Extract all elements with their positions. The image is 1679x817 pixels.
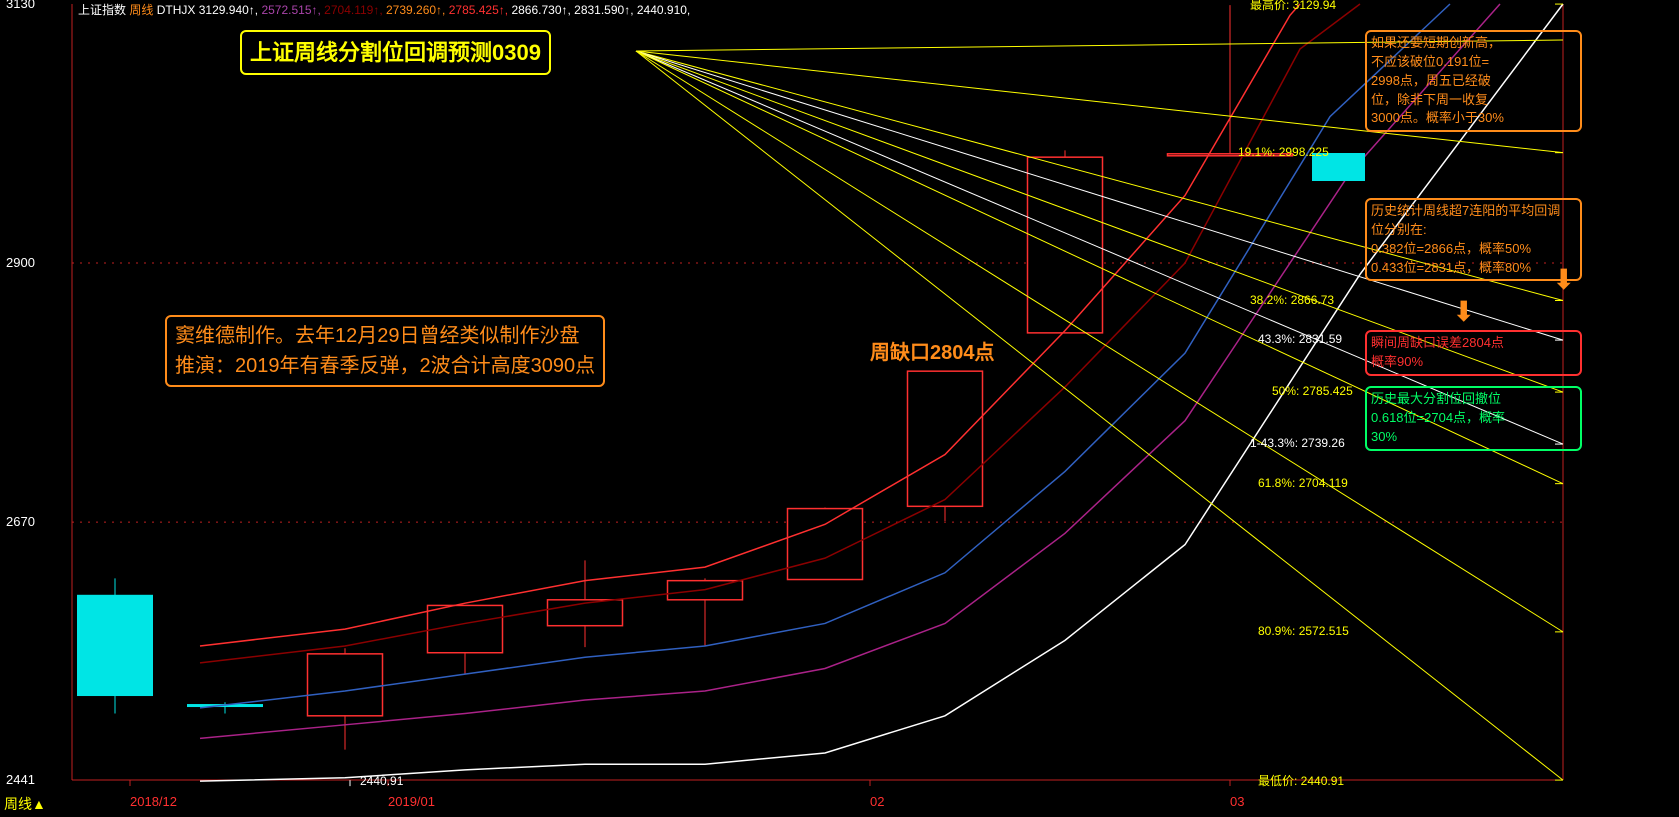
gap-label: 周缺口2804点 (870, 336, 995, 365)
author-note-box: 窦维德制作。去年12月29日曾经类似制作沙盘 推演：2019年有春季反弹，2波合… (165, 315, 605, 387)
y-tick-label: 2670 (6, 514, 35, 529)
y-tick-label: 2900 (6, 255, 35, 270)
prediction-title-text: 上证周线分割位回调预测0309 (250, 40, 541, 65)
low-marker-label: 2440.91 (360, 774, 403, 788)
x-tick-label: 2018/12 (130, 794, 177, 809)
side-annotation: 如果还要短期创新高，不应该破位0.191位=2998点，周五已经破位，除非下周一… (1365, 30, 1582, 132)
side-annotation: 历史统计周线超7连阳的平均回调位分别在:0.382位=2866点，概率50%0.… (1365, 198, 1582, 281)
fib-label: 1-43.3%: 2739.26 (1250, 436, 1345, 450)
fib-label: 61.8%: 2704.119 (1258, 476, 1348, 490)
fib-label: 最低价: 2440.91 (1258, 772, 1344, 789)
y-tick-label: 3130 (6, 0, 35, 11)
fib-label: 80.9%: 2572.515 (1258, 624, 1349, 638)
prediction-title-box: 上证周线分割位回调预测0309 (240, 30, 551, 75)
y-tick-label: 2441 (6, 772, 35, 787)
chart-stage: 上证指数 周线 DTHJX 3129.940↑, 2572.515↑, 2704… (0, 0, 1679, 817)
side-annotation: 历史最大分割位回撤位0.618位=2704点，概率30% (1365, 386, 1582, 451)
x-tick-label: 03 (1230, 794, 1244, 809)
author-note-line1: 窦维德制作。去年12月29日曾经类似制作沙盘 (175, 321, 595, 351)
down-arrow-icon: ⬇ (1452, 298, 1475, 326)
footer-period: 周线▲ (4, 794, 46, 814)
fib-label: 43.3%: 2831.59 (1258, 332, 1342, 346)
down-arrow-icon: ⬇ (1552, 266, 1575, 294)
fib-label: 19.1%: 2998.225 (1238, 145, 1329, 159)
x-tick-label: 02 (870, 794, 884, 809)
footer-period-text: 周线▲ (4, 796, 46, 812)
indicator-header: 上证指数 周线 DTHJX 3129.940↑, 2572.515↑, 2704… (78, 1, 690, 18)
fib-label: 最高价: 3129.94 (1250, 0, 1336, 13)
side-annotation: 瞬间周缺口误差2804点概率90% (1365, 330, 1582, 376)
x-tick-label: 2019/01 (388, 794, 435, 809)
fib-label: 38.2%: 2866.73 (1250, 293, 1334, 307)
author-note-line2: 推演：2019年有春季反弹，2波合计高度3090点 (175, 351, 595, 381)
fib-label: 50%: 2785.425 (1272, 384, 1353, 398)
